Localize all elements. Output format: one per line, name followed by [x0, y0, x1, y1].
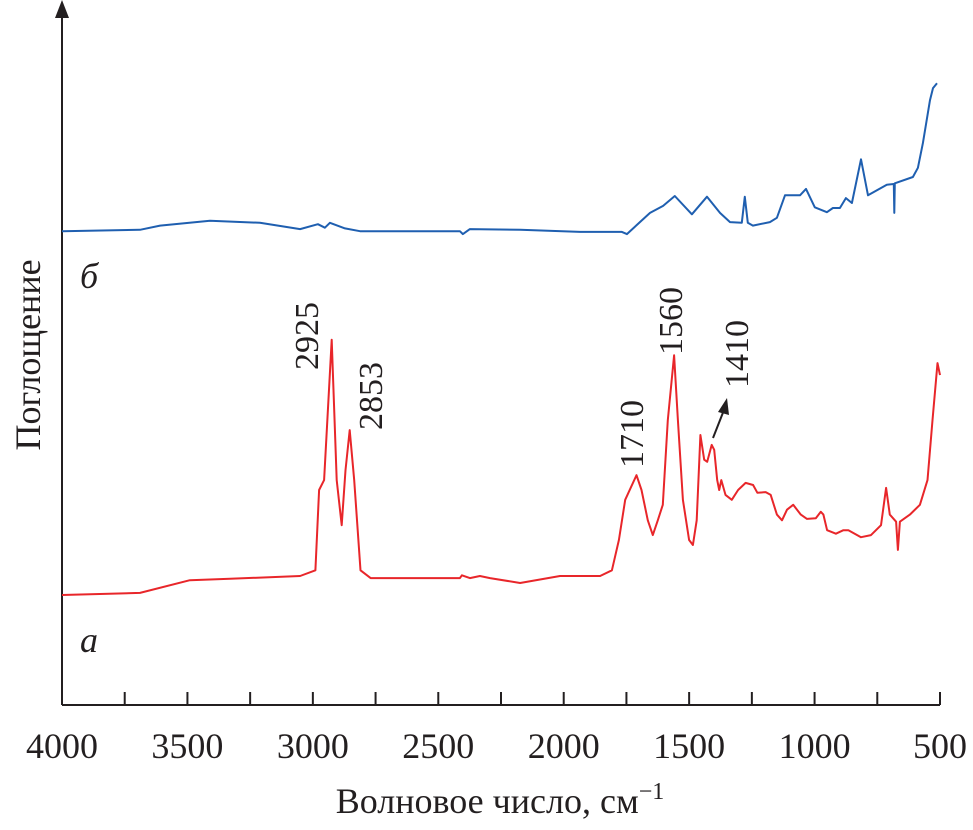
- series-label-a: а: [80, 620, 98, 660]
- annotation-2925: 2925: [289, 302, 326, 370]
- y-axis-arrow: [55, 0, 69, 18]
- x-tick-label: 1500: [653, 726, 725, 766]
- y-axis-title: Поглощение: [8, 259, 48, 450]
- series-label-b: б: [80, 256, 100, 296]
- x-axis-title: Волновое число, см−1: [336, 779, 665, 821]
- x-tick-label: 4000: [26, 726, 98, 766]
- annotation-1710: 1710: [614, 400, 651, 468]
- annotation-1560: 1560: [653, 287, 690, 355]
- x-tick-label: 3000: [277, 726, 349, 766]
- spectrum-line-b: [61, 82, 938, 236]
- x-tick-label: 3500: [151, 726, 223, 766]
- spectrum-line-a: [61, 338, 941, 596]
- annotation-1410: 1410: [719, 320, 756, 388]
- x-tick-label: 2500: [402, 726, 474, 766]
- x-tick-label: 500: [913, 726, 967, 766]
- x-tick-label: 2000: [528, 726, 600, 766]
- x-tick-label: 1000: [779, 726, 851, 766]
- annotation-2853: 2853: [353, 362, 390, 430]
- annotation-arrow: [712, 398, 729, 439]
